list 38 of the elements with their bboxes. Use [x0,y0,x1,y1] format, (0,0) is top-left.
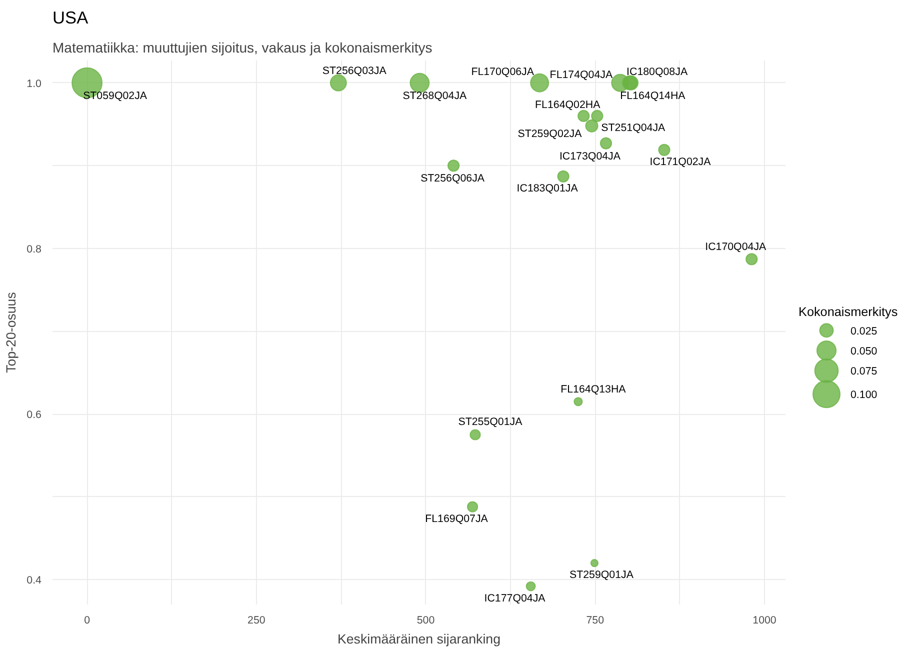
annotation: ST255Q01JA [458,416,524,428]
y-tick-label: 0.6 [26,409,42,422]
x-tick-label: 750 [586,614,604,626]
annotation: IC177Q04JA [484,592,546,604]
annotation: IC180Q08JA [626,66,688,78]
x-tick-label: 0 [84,614,90,626]
annotation: ST259Q01JA [569,569,634,582]
legend-label: 0.100 [850,389,878,402]
y-axis-title: Top-20-osuus [4,292,19,373]
annotation: FL164Q14HA [620,90,686,102]
annotation: FL164Q02HA [535,98,602,111]
y-tick-label: 0.8 [26,243,42,256]
annotation: ST268Q04JA [402,90,468,102]
x-tick-label: 1000 [752,614,776,626]
legend-label: 0.050 [850,346,878,358]
x-axis-title: Keskimääräinen sijaranking [338,632,500,646]
legend-label: 0.075 [850,366,878,378]
annotation: IC171Q02JA [650,156,712,168]
annotation: ST256Q03JA [322,64,388,77]
annotation: ST059Q02JA [83,90,148,102]
y-tick-label: 0.4 [26,574,42,587]
x-tick-label: 250 [248,614,266,626]
annotation: ST259Q02JA [518,128,583,140]
annotation: IC170Q04JA [705,241,768,254]
annotation: IC173Q04JA [559,150,622,162]
legend-title: Kokonaismerkitys [798,304,898,319]
annotation: IC183Q01JA [516,182,579,194]
legend-label: 0.025 [850,325,878,338]
x-tick-label: 500 [416,614,435,626]
annotation: ST251Q04JA [601,122,666,134]
annotation: FL170Q06JA [471,66,535,78]
chart-subtitle: Matematiikka: muuttujien sijoitus, vakaus ja kokonaismerkitys [52,40,432,56]
y-tick-label: 1.0 [26,78,42,90]
annotation: FL164Q13HA [560,384,627,396]
chart-title: USA [52,8,89,28]
annotation: FL169Q07JA [425,512,489,525]
annotation: ST256Q06JA [420,172,486,185]
annotation: FL174Q04JA [550,68,614,81]
